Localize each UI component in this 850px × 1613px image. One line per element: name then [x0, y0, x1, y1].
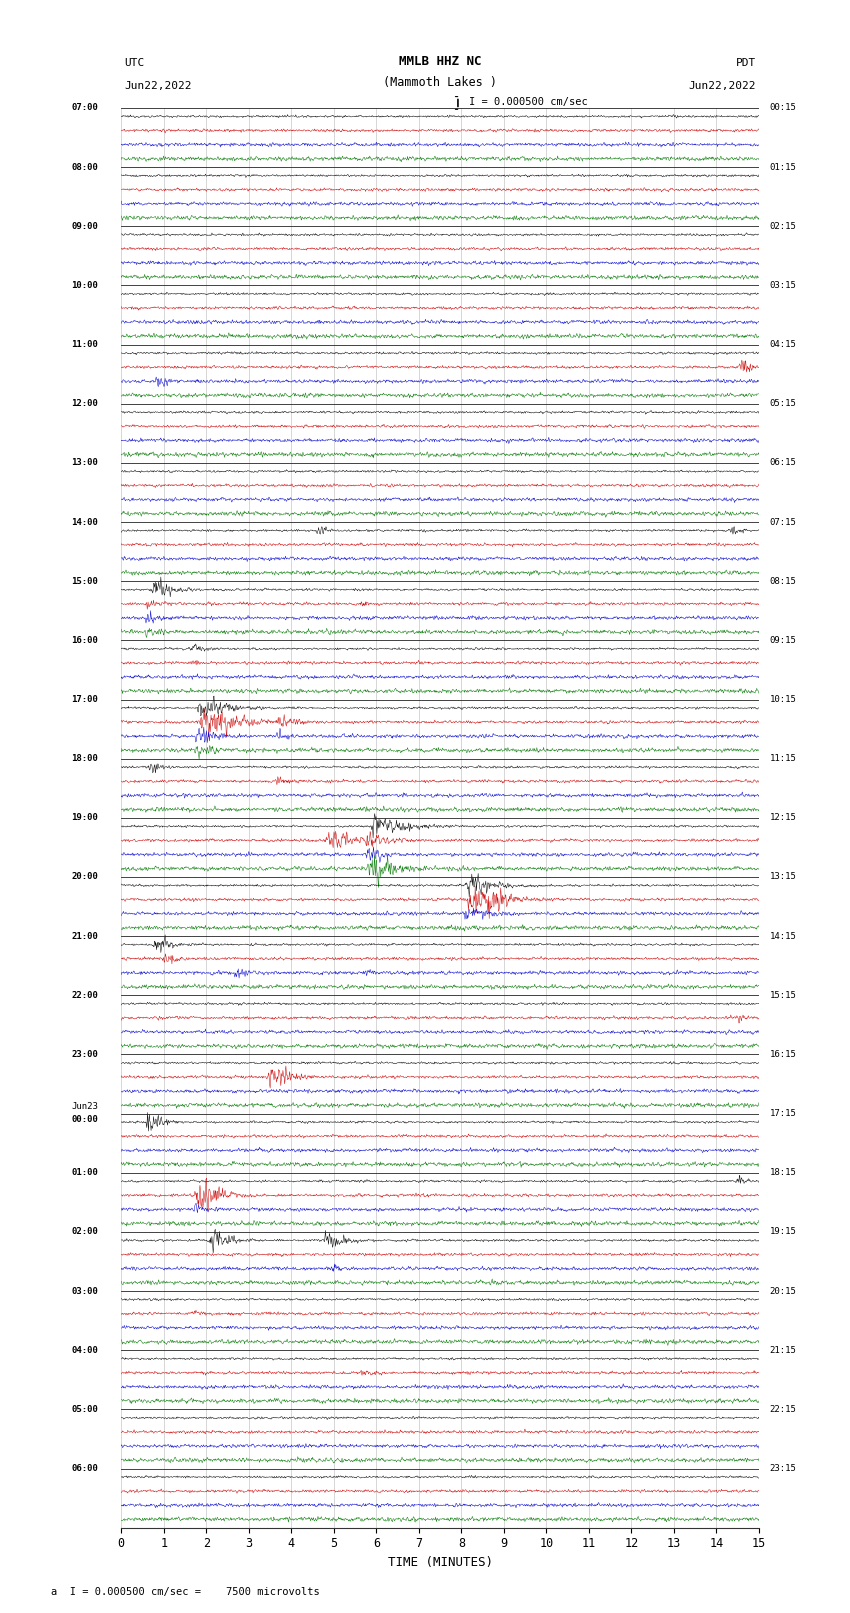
Text: 02:15: 02:15 [769, 221, 796, 231]
Text: 17:00: 17:00 [71, 695, 98, 703]
Text: 08:15: 08:15 [769, 577, 796, 586]
Text: 07:15: 07:15 [769, 518, 796, 526]
Text: PDT: PDT [735, 58, 756, 68]
Text: UTC: UTC [124, 58, 144, 68]
Text: 01:00: 01:00 [71, 1168, 98, 1177]
Text: 03:15: 03:15 [769, 281, 796, 290]
Text: 19:00: 19:00 [71, 813, 98, 823]
Text: 05:00: 05:00 [71, 1405, 98, 1415]
Text: 02:00: 02:00 [71, 1227, 98, 1237]
Text: Jun23: Jun23 [71, 1102, 98, 1111]
Text: 13:00: 13:00 [71, 458, 98, 468]
Text: 16:15: 16:15 [769, 1050, 796, 1060]
Text: 19:15: 19:15 [769, 1227, 796, 1237]
Text: 16:00: 16:00 [71, 636, 98, 645]
Text: 15:00: 15:00 [71, 577, 98, 586]
Text: Jun22,2022: Jun22,2022 [124, 81, 192, 90]
Text: 22:15: 22:15 [769, 1405, 796, 1415]
Text: 12:15: 12:15 [769, 813, 796, 823]
Text: a  I = 0.000500 cm/sec =    7500 microvolts: a I = 0.000500 cm/sec = 7500 microvolts [51, 1587, 320, 1597]
Text: 14:15: 14:15 [769, 932, 796, 940]
Text: 09:15: 09:15 [769, 636, 796, 645]
Text: 06:15: 06:15 [769, 458, 796, 468]
Text: 09:00: 09:00 [71, 221, 98, 231]
Text: I = 0.000500 cm/sec: I = 0.000500 cm/sec [469, 97, 587, 106]
Text: 04:15: 04:15 [769, 340, 796, 348]
Text: 14:00: 14:00 [71, 518, 98, 526]
Text: 04:00: 04:00 [71, 1345, 98, 1355]
Text: 00:00: 00:00 [71, 1115, 98, 1124]
Text: 22:00: 22:00 [71, 990, 98, 1000]
Text: 18:15: 18:15 [769, 1168, 796, 1177]
Text: 23:15: 23:15 [769, 1465, 796, 1473]
Text: 15:15: 15:15 [769, 990, 796, 1000]
Text: 11:00: 11:00 [71, 340, 98, 348]
Text: Jun22,2022: Jun22,2022 [688, 81, 756, 90]
Text: 12:00: 12:00 [71, 400, 98, 408]
Text: (Mammoth Lakes ): (Mammoth Lakes ) [383, 76, 497, 89]
Text: 21:00: 21:00 [71, 932, 98, 940]
Text: 17:15: 17:15 [769, 1110, 796, 1118]
Text: 10:15: 10:15 [769, 695, 796, 703]
Text: 11:15: 11:15 [769, 755, 796, 763]
Text: 20:15: 20:15 [769, 1287, 796, 1295]
Text: 10:00: 10:00 [71, 281, 98, 290]
Text: 23:00: 23:00 [71, 1050, 98, 1060]
Text: 07:00: 07:00 [71, 103, 98, 113]
Text: 05:15: 05:15 [769, 400, 796, 408]
Text: 13:15: 13:15 [769, 873, 796, 881]
Text: MMLB HHZ NC: MMLB HHZ NC [399, 55, 481, 68]
Text: 21:15: 21:15 [769, 1345, 796, 1355]
Text: 18:00: 18:00 [71, 755, 98, 763]
X-axis label: TIME (MINUTES): TIME (MINUTES) [388, 1557, 493, 1569]
Text: 00:15: 00:15 [769, 103, 796, 113]
Text: 20:00: 20:00 [71, 873, 98, 881]
Text: 01:15: 01:15 [769, 163, 796, 171]
Text: 08:00: 08:00 [71, 163, 98, 171]
Text: 06:00: 06:00 [71, 1465, 98, 1473]
Text: 03:00: 03:00 [71, 1287, 98, 1295]
